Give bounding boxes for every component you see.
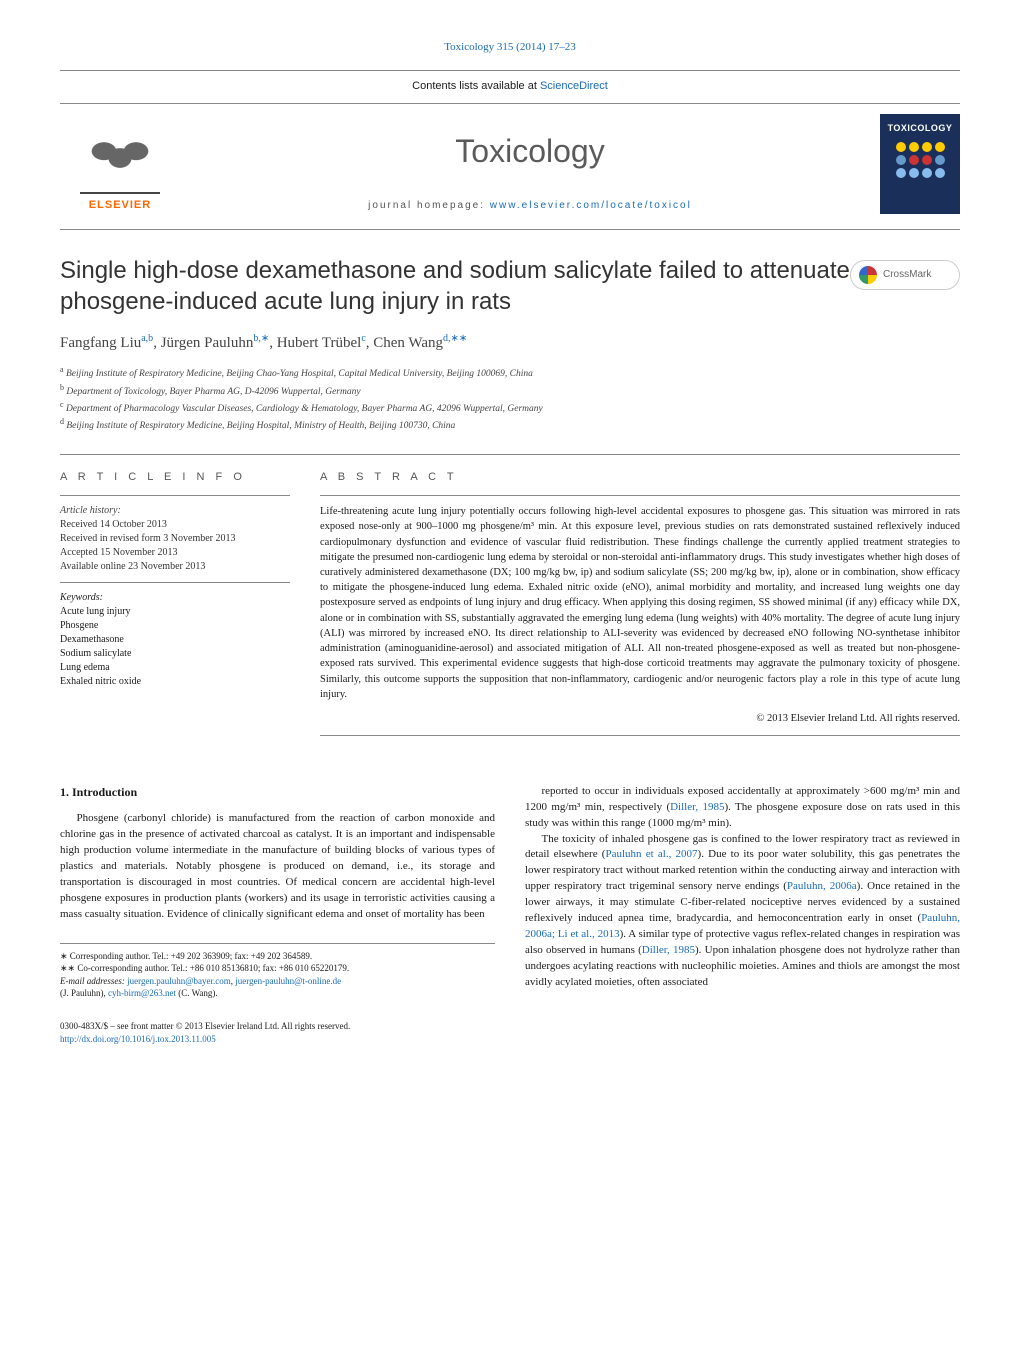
email-label: E-mail addresses: <box>60 976 127 986</box>
doi-link[interactable]: http://dx.doi.org/10.1016/j.tox.2013.11.… <box>60 1034 216 1044</box>
journal-title: Toxicology <box>180 129 880 174</box>
cover-title: TOXICOLOGY <box>888 122 953 135</box>
citation-link[interactable]: Toxicology 315 (2014) 17–23 <box>60 40 960 55</box>
abstract-copyright: © 2013 Elsevier Ireland Ltd. All rights … <box>320 712 960 727</box>
keyword-item: Dexamethasone <box>60 633 290 647</box>
body-paragraph: The toxicity of inhaled phosgene gas is … <box>525 832 960 991</box>
body-column-right: reported to occur in individuals exposed… <box>525 784 960 1046</box>
corresponding-author-1: ∗ Corresponding author. Tel.: +49 202 36… <box>60 950 495 963</box>
crossmark-icon <box>859 266 877 284</box>
citation-link[interactable]: Diller, 1985 <box>670 801 724 813</box>
article-info: A R T I C L E I N F O Article history: R… <box>60 470 290 744</box>
footer-block: 0300-483X/$ – see front matter © 2013 El… <box>60 1020 495 1045</box>
citation-link[interactable]: Pauluhn, 2006a <box>787 880 857 892</box>
body-column-left: 1. Introduction Phosgene (carbonyl chlor… <box>60 784 495 1046</box>
keyword-item: Sodium salicylate <box>60 647 290 661</box>
journal-title-block: Toxicology journal homepage: www.elsevie… <box>180 114 880 213</box>
history-item: Available online 23 November 2013 <box>60 560 290 574</box>
divider <box>320 495 960 496</box>
body-paragraph: Phosgene (carbonyl chloride) is manufact… <box>60 811 495 923</box>
email-link-2[interactable]: juergen-pauluhn@t-online.de <box>235 976 341 986</box>
section-heading: 1. Introduction <box>60 784 495 801</box>
keyword-item: Lung edema <box>60 661 290 675</box>
section-title: Introduction <box>72 785 137 799</box>
keyword-item: Exhaled nitric oxide <box>60 675 290 689</box>
email-link-1[interactable]: juergen.pauluhn@bayer.com <box>127 976 231 986</box>
keyword-item: Acute lung injury <box>60 605 290 619</box>
abstract-heading: A B S T R A C T <box>320 470 960 485</box>
email-addresses: E-mail addresses: juergen.pauluhn@bayer.… <box>60 975 495 1000</box>
body-paragraph: reported to occur in individuals exposed… <box>525 784 960 832</box>
keywords-label: Keywords: <box>60 591 290 605</box>
abstract-block: A B S T R A C T Life-threatening acute l… <box>320 470 960 744</box>
journal-header: ELSEVIER Toxicology journal homepage: ww… <box>60 104 960 230</box>
article-title: Single high-dose dexamethasone and sodiu… <box>60 255 960 317</box>
elsevier-label: ELSEVIER <box>89 198 151 213</box>
abstract-text: Life-threatening acute lung injury poten… <box>320 504 960 702</box>
journal-cover-thumbnail: TOXICOLOGY <box>880 114 960 214</box>
elsevier-tree-icon <box>80 124 160 194</box>
sciencedirect-link[interactable]: ScienceDirect <box>540 80 608 92</box>
issn-line: 0300-483X/$ – see front matter © 2013 El… <box>60 1020 495 1033</box>
affiliations: a Beijing Institute of Respiratory Medic… <box>60 364 960 434</box>
email-person-3: (C. Wang). <box>176 988 218 998</box>
divider <box>320 735 960 736</box>
history-item: Received in revised form 3 November 2013 <box>60 532 290 546</box>
history-item: Accepted 15 November 2013 <box>60 546 290 560</box>
authors-line: Fangfang Liua,b, Jürgen Pauluhnb,∗, Hube… <box>60 332 960 354</box>
divider <box>60 582 290 583</box>
citation-link[interactable]: Diller, 1985 <box>642 944 695 956</box>
homepage-link[interactable]: www.elsevier.com/locate/toxicol <box>490 200 692 211</box>
article-info-heading: A R T I C L E I N F O <box>60 470 290 485</box>
history-item: Received 14 October 2013 <box>60 518 290 532</box>
section-number: 1. <box>60 785 69 799</box>
keyword-item: Phosgene <box>60 619 290 633</box>
footnotes: ∗ Corresponding author. Tel.: +49 202 36… <box>60 943 495 1000</box>
corresponding-author-2: ∗∗ Co-corresponding author. Tel.: +86 01… <box>60 962 495 975</box>
email-link-3[interactable]: cyh-birm@263.net <box>108 988 176 998</box>
contents-bar: Contents lists available at ScienceDirec… <box>60 70 960 103</box>
homepage-label: journal homepage: <box>368 200 490 211</box>
contents-text: Contents lists available at <box>412 80 540 92</box>
body-columns: 1. Introduction Phosgene (carbonyl chlor… <box>60 784 960 1046</box>
history-label: Article history: <box>60 504 290 518</box>
divider <box>60 495 290 496</box>
citation-link[interactable]: Pauluhn, 2006a; Li et al., 2013 <box>525 912 960 940</box>
cover-dots-icon <box>896 142 945 178</box>
journal-homepage: journal homepage: www.elsevier.com/locat… <box>180 199 880 213</box>
elsevier-logo: ELSEVIER <box>60 114 180 214</box>
crossmark-label: CrossMark <box>883 268 931 282</box>
email-person-1: (J. Pauluhn), <box>60 988 108 998</box>
info-abstract-row: A R T I C L E I N F O Article history: R… <box>60 454 960 744</box>
citation-link[interactable]: Pauluhn et al., 2007 <box>605 848 697 860</box>
crossmark-badge[interactable]: CrossMark <box>850 260 960 290</box>
